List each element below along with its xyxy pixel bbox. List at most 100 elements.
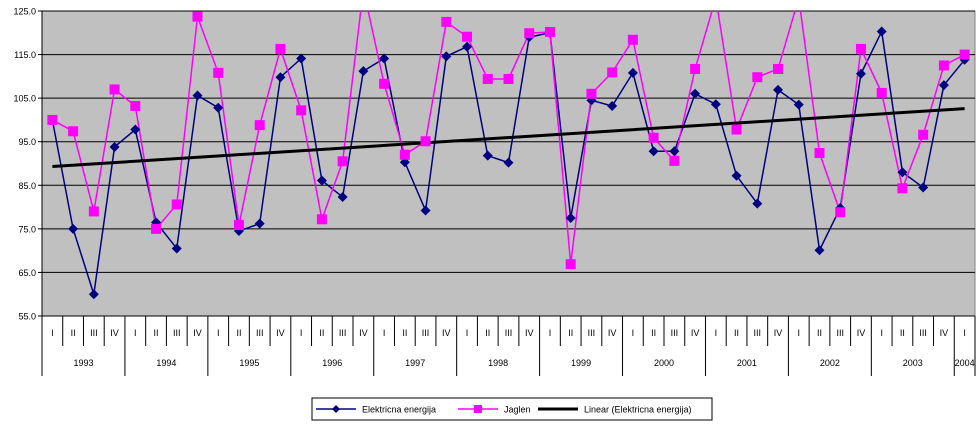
x-tick-label: I (963, 328, 966, 338)
y-tick-label: 55.0 (18, 312, 36, 322)
markers-group (47, 0, 970, 300)
data-point-jaglen (669, 155, 680, 166)
x-tick-label: III (90, 328, 98, 338)
data-point-elektricna (482, 150, 493, 161)
year-label: 1998 (488, 358, 508, 368)
data-point-elektricna (690, 88, 701, 99)
legend-box (311, 397, 713, 421)
legend-marker-diamond (332, 405, 340, 413)
x-tick-label: II (651, 328, 656, 338)
data-point-elektricna (710, 99, 721, 110)
x-tick-label: IV (608, 328, 617, 338)
data-point-jaglen (586, 88, 597, 99)
y-tick-label: 65.0 (18, 268, 36, 278)
data-point-jaglen (171, 199, 182, 210)
data-point-elektricna (814, 245, 825, 256)
x-tick-label: I (383, 328, 386, 338)
data-point-elektricna (793, 99, 804, 110)
x-tick-label: IV (442, 328, 451, 338)
year-label: 2004 (955, 358, 975, 368)
data-point-elektricna (275, 72, 286, 83)
x-tick-label: III (919, 328, 927, 338)
year-label: 2000 (654, 358, 674, 368)
data-point-elektricna (296, 53, 307, 64)
x-tick-label: IV (193, 328, 202, 338)
data-point-elektricna (213, 102, 224, 113)
x-tick-label: IV (691, 328, 700, 338)
year-label: 2003 (903, 358, 923, 368)
trendline (52, 107, 965, 169)
x-tick-label: III (505, 328, 513, 338)
year-label: 2001 (737, 358, 757, 368)
x-tick-label: III (339, 328, 347, 338)
legend-label: Linear (Elektricna energija) (584, 405, 692, 415)
legend-marker-square (474, 405, 482, 413)
data-point-elektricna (918, 182, 929, 193)
y-tick-label: 95.0 (18, 137, 36, 147)
data-point-elektricna (897, 167, 908, 178)
data-point-elektricna (731, 170, 742, 181)
x-tick-label: II (402, 328, 407, 338)
data-point-jaglen (711, 0, 721, 3)
data-point-jaglen (296, 105, 307, 116)
data-point-jaglen (275, 43, 286, 54)
data-point-elektricna (462, 41, 473, 52)
data-point-elektricna (379, 53, 390, 64)
x-tick-label: II (319, 328, 324, 338)
y-tick-label: 115.0 (14, 50, 36, 60)
data-point-jaglen (337, 156, 348, 167)
x-tick-label: III (754, 328, 762, 338)
x-tick-label: IV (110, 328, 119, 338)
data-point-jaglen (420, 136, 431, 147)
data-point-jaglen (130, 100, 141, 111)
data-point-jaglen (109, 84, 120, 95)
data-point-jaglen (773, 63, 784, 74)
x-tick-label: I (466, 328, 469, 338)
year-label: 1997 (405, 358, 425, 368)
x-tick-label: I (134, 328, 137, 338)
data-point-jaglen (835, 207, 846, 218)
x-tick-label: III (588, 328, 596, 338)
data-point-elektricna (876, 26, 887, 37)
data-point-elektricna (627, 67, 638, 78)
data-point-jaglen (794, 0, 804, 3)
data-point-elektricna (855, 68, 866, 79)
data-point-jaglen (482, 73, 493, 84)
data-point-jaglen (565, 259, 576, 270)
legend-label: Jaglen (504, 405, 531, 415)
x-tick-label: II (900, 328, 905, 338)
x-tick-label: I (549, 328, 552, 338)
x-tick-label: II (485, 328, 490, 338)
data-point-jaglen (648, 132, 659, 143)
data-point-jaglen (68, 126, 79, 137)
data-point-jaglen (151, 223, 162, 234)
y-tick-label: 125.0 (13, 7, 36, 17)
data-point-jaglen (399, 149, 410, 160)
y-axis: 55.0 65.0 75.0 85.0 95.0 105.0 115.0 125.0 (13, 7, 43, 322)
x-tick-label: I (880, 328, 883, 338)
data-point-elektricna (171, 243, 182, 254)
data-point-jaglen (544, 26, 555, 37)
x-axis: I II III IV I II III IV I II III IV I II III IV I II III IV… (41, 315, 976, 376)
x-tick-label: III (256, 328, 264, 338)
data-point-elektricna (68, 223, 79, 234)
data-point-jaglen (938, 60, 949, 71)
x-tick-label: III (836, 328, 844, 338)
x-tick-label: I (632, 328, 635, 338)
x-tick-label: II (71, 328, 76, 338)
data-point-elektricna (648, 146, 659, 157)
data-point-jaglen (897, 183, 908, 194)
x-tick-label: II (568, 328, 573, 338)
data-point-jaglen (316, 214, 327, 225)
data-point-jaglen (213, 67, 224, 78)
data-point-jaglen (855, 43, 866, 54)
year-label: 1999 (571, 358, 591, 368)
data-point-jaglen (441, 16, 452, 27)
data-point-jaglen (876, 87, 887, 98)
data-point-jaglen (690, 63, 701, 74)
legend-label: Elektricna energija (362, 405, 436, 415)
data-point-jaglen (731, 124, 742, 135)
data-point-elektricna (88, 289, 99, 300)
data-point-elektricna (192, 90, 203, 101)
